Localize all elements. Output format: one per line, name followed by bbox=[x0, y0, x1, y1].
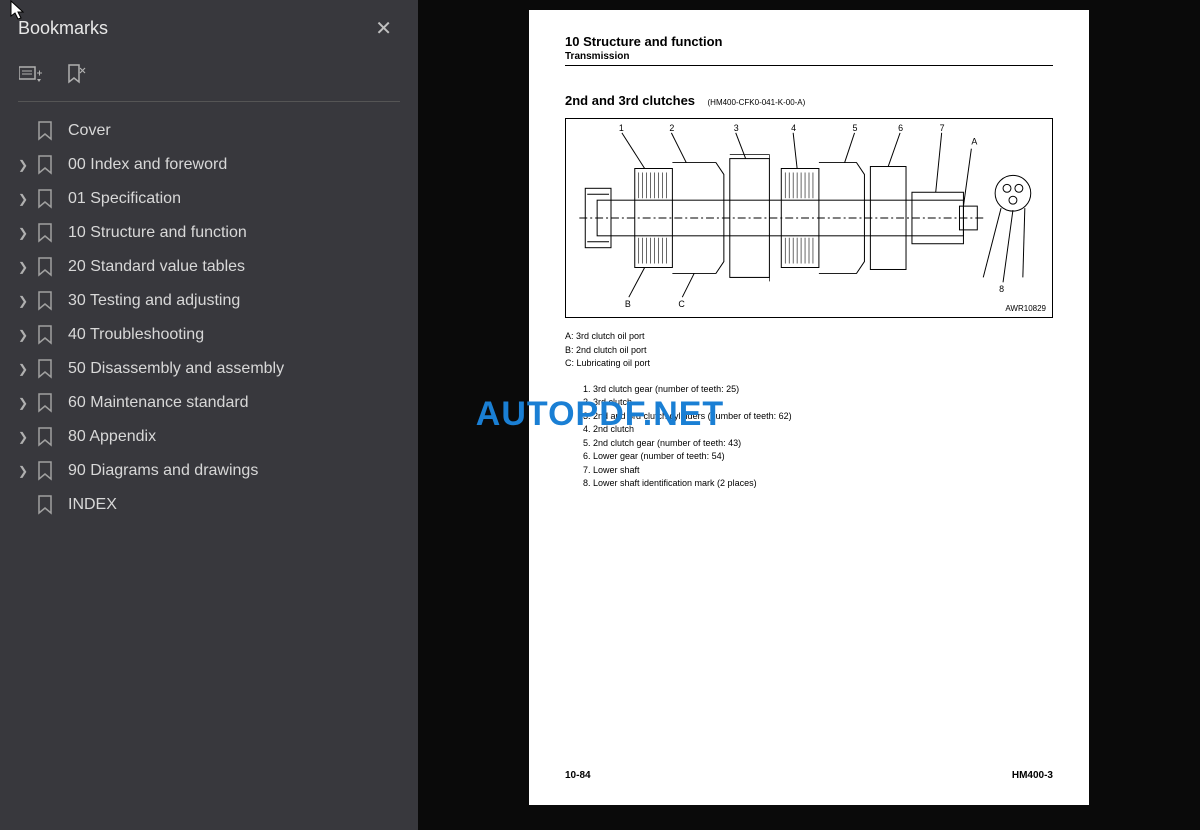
svg-text:2: 2 bbox=[669, 123, 674, 133]
svg-text:6: 6 bbox=[898, 123, 903, 133]
diagram-code: AWR10829 bbox=[1005, 304, 1046, 313]
bookmark-item[interactable]: ❯ 90 Diagrams and drawings bbox=[0, 454, 418, 488]
part-item: 3rd clutch bbox=[593, 396, 1053, 410]
bookmark-label: 20 Standard value tables bbox=[68, 258, 245, 276]
svg-text:C: C bbox=[678, 299, 685, 309]
bookmark-item[interactable]: ❯ 30 Testing and adjusting bbox=[0, 284, 418, 318]
bookmark-label: 90 Diagrams and drawings bbox=[68, 462, 258, 480]
bookmark-label: INDEX bbox=[68, 496, 117, 514]
port-item: C: Lubricating oil port bbox=[565, 357, 1053, 371]
chevron-right-icon[interactable]: ❯ bbox=[18, 430, 32, 444]
sidebar-title: Bookmarks bbox=[18, 18, 108, 39]
bookmark-label: 30 Testing and adjusting bbox=[68, 292, 240, 310]
part-item: Lower gear (number of teeth: 54) bbox=[593, 450, 1053, 464]
bookmark-list: ❯Cover❯00 Index and foreword❯01 Specific… bbox=[0, 110, 418, 830]
port-item: A: 3rd clutch oil port bbox=[565, 330, 1053, 344]
page-footer: 10-84 HM400-3 bbox=[565, 770, 1053, 781]
bookmark-label: Cover bbox=[68, 122, 111, 140]
port-item: B: 2nd clutch oil port bbox=[565, 344, 1053, 358]
bookmarks-sidebar: Bookmarks ✕ ❯Cover❯00 Index and foreword… bbox=[0, 0, 418, 830]
bookmark-label: 00 Index and foreword bbox=[68, 156, 227, 174]
chevron-right-icon[interactable]: ❯ bbox=[18, 362, 32, 376]
page-title-row: 2nd and 3rd clutches (HM400-CFK0-041-K-0… bbox=[565, 92, 1053, 110]
bookmark-label: 40 Troubleshooting bbox=[68, 326, 204, 344]
page-title: 2nd and 3rd clutches bbox=[565, 93, 695, 108]
diagram-box: 1 2 3 4 5 6 7 A B C 8 AWR10829 bbox=[565, 118, 1053, 318]
bookmark-item[interactable]: ❯ 60 Maintenance standard bbox=[0, 386, 418, 420]
chevron-right-icon[interactable]: ❯ bbox=[18, 464, 32, 478]
chevron-right-icon[interactable]: ❯ bbox=[18, 328, 32, 342]
pdf-page: 10 Structure and function Transmission 2… bbox=[529, 10, 1089, 805]
bookmark-tool-icon[interactable] bbox=[62, 63, 90, 87]
app-container: Bookmarks ✕ ❯Cover❯00 Index and foreword… bbox=[0, 0, 1200, 830]
model-number: HM400-3 bbox=[1012, 770, 1053, 781]
chevron-right-icon[interactable]: ❯ bbox=[18, 192, 32, 206]
bookmark-label: 60 Maintenance standard bbox=[68, 394, 249, 412]
chevron-right-icon[interactable]: ❯ bbox=[18, 396, 32, 410]
sidebar-divider bbox=[18, 101, 400, 102]
bookmark-item[interactable]: ❯ 20 Standard value tables bbox=[0, 250, 418, 284]
chevron-right-icon[interactable]: ❯ bbox=[18, 260, 32, 274]
port-list: A: 3rd clutch oil portB: 2nd clutch oil … bbox=[565, 330, 1053, 371]
clutch-diagram: 1 2 3 4 5 6 7 A B C 8 bbox=[566, 119, 1052, 317]
bookmark-item[interactable]: ❯Cover bbox=[0, 114, 418, 148]
svg-text:3: 3 bbox=[734, 123, 739, 133]
bookmark-label: 01 Specification bbox=[68, 190, 181, 208]
chevron-right-icon[interactable]: ❯ bbox=[18, 294, 32, 308]
part-item: 2nd and 3rd clutch cylinders (number of … bbox=[593, 410, 1053, 424]
part-item: 2nd clutch gear (number of teeth: 43) bbox=[593, 437, 1053, 451]
content-area[interactable]: 10 Structure and function Transmission 2… bbox=[418, 0, 1200, 830]
bookmark-item[interactable]: ❯ 10 Structure and function bbox=[0, 216, 418, 250]
bookmark-item[interactable]: ❯ 00 Index and foreword bbox=[0, 148, 418, 182]
svg-text:4: 4 bbox=[791, 123, 796, 133]
section-header: 10 Structure and function bbox=[565, 34, 1053, 49]
svg-text:5: 5 bbox=[853, 123, 858, 133]
page-title-code: (HM400-CFK0-041-K-00-A) bbox=[708, 98, 806, 107]
subsection-header: Transmission bbox=[565, 51, 1053, 66]
page-number: 10-84 bbox=[565, 770, 591, 781]
svg-text:B: B bbox=[625, 299, 631, 309]
svg-text:1: 1 bbox=[619, 123, 624, 133]
bookmark-label: 50 Disassembly and assembly bbox=[68, 360, 284, 378]
bookmark-item[interactable]: ❯ 40 Troubleshooting bbox=[0, 318, 418, 352]
part-item: 3rd clutch gear (number of teeth: 25) bbox=[593, 383, 1053, 397]
svg-text:8: 8 bbox=[999, 284, 1004, 294]
sidebar-toolbar bbox=[0, 53, 418, 101]
bookmark-label: 80 Appendix bbox=[68, 428, 156, 446]
chevron-right-icon[interactable]: ❯ bbox=[18, 226, 32, 240]
bookmark-item[interactable]: ❯ 50 Disassembly and assembly bbox=[0, 352, 418, 386]
bookmark-item[interactable]: ❯INDEX bbox=[0, 488, 418, 522]
chevron-right-icon[interactable]: ❯ bbox=[18, 158, 32, 172]
parts-list: 3rd clutch gear (number of teeth: 25)3rd… bbox=[565, 383, 1053, 491]
part-item: Lower shaft bbox=[593, 464, 1053, 478]
bookmark-item[interactable]: ❯ 80 Appendix bbox=[0, 420, 418, 454]
part-item: Lower shaft identification mark (2 place… bbox=[593, 477, 1053, 491]
svg-text:7: 7 bbox=[940, 123, 945, 133]
bookmark-item[interactable]: ❯ 01 Specification bbox=[0, 182, 418, 216]
sidebar-header: Bookmarks ✕ bbox=[0, 0, 418, 53]
bookmark-label: 10 Structure and function bbox=[68, 224, 247, 242]
close-icon[interactable]: ✕ bbox=[367, 12, 400, 45]
part-item: 2nd clutch bbox=[593, 423, 1053, 437]
outline-options-icon[interactable] bbox=[18, 63, 46, 87]
svg-text:A: A bbox=[971, 137, 977, 147]
